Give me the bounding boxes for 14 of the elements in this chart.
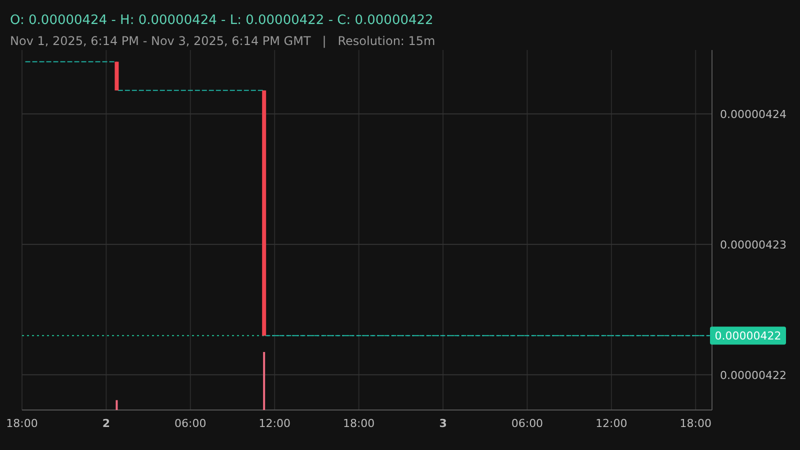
y-tick-label: 0.00000422 <box>720 368 786 382</box>
x-tick-label: 2 <box>102 417 110 430</box>
x-tick-label: 12:00 <box>596 417 628 430</box>
x-tick-label: 06:00 <box>174 417 206 430</box>
y-tick-label: 0.00000424 <box>720 108 786 121</box>
x-tick-label: 18:00 <box>680 417 712 430</box>
y-tick-label: 0.00000423 <box>720 238 786 252</box>
x-tick-label: 12:00 <box>258 417 290 430</box>
x-tick-label: 18:00 <box>342 417 375 430</box>
chart-subtitle: Nov 1, 2025, 6:14 PM - Nov 3, 2025, 6:14 PM GMT | Resolution: 15m <box>10 34 436 48</box>
x-tick-label: 18:00 <box>6 417 38 430</box>
x-tick-label: 3 <box>439 417 447 430</box>
x-tick-label: 06:00 <box>511 417 544 430</box>
chart-title: O: 0.00000424 - H: 0.00000424 - L: 0.00000422 - C: 0.00000422 <box>10 13 434 28</box>
